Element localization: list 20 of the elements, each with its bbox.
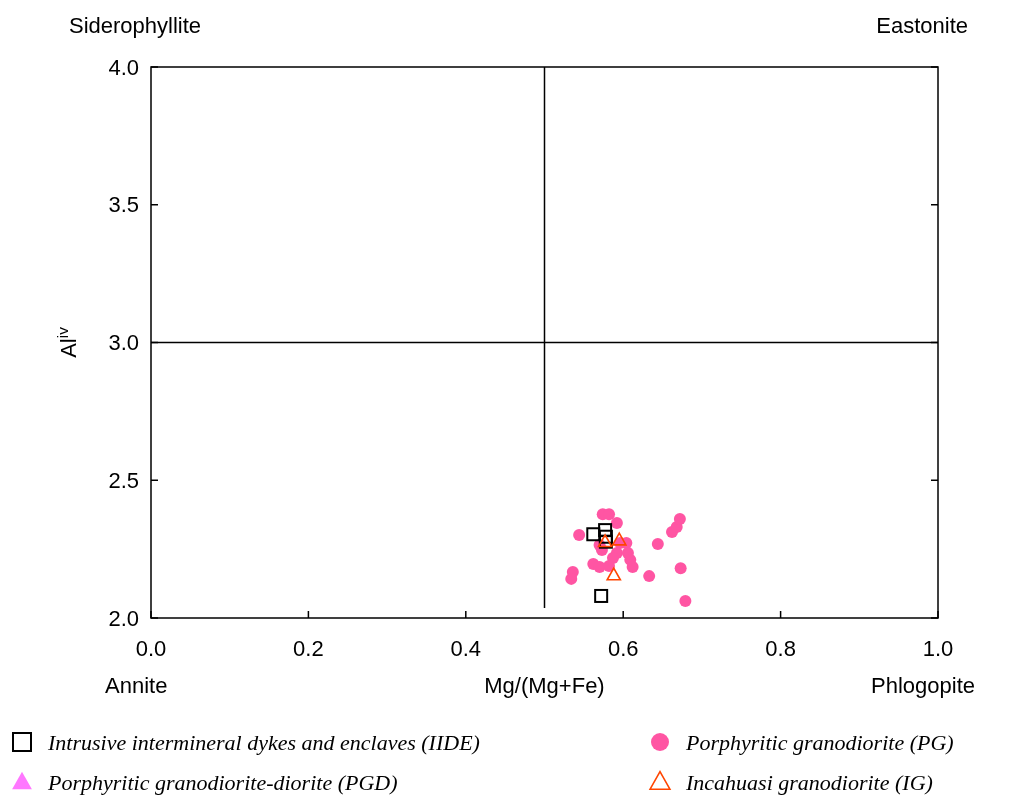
legend-label: Incahuasi granodiorite (IG) bbox=[685, 769, 933, 795]
y-tick-label: 3.5 bbox=[108, 192, 139, 218]
y-tick-label: 2.5 bbox=[108, 467, 139, 493]
x-tick-label: 0.6 bbox=[607, 636, 639, 661]
y-tick-label: 3.0 bbox=[108, 330, 139, 356]
y-tick-label: 4.0 bbox=[108, 54, 139, 80]
legend-label: Intrusive intermineral dykes and enclaves (IIDE) bbox=[47, 729, 480, 755]
text: Siderophyllite bbox=[69, 13, 202, 38]
x-axis-title: Mg/(Mg+Fe) bbox=[484, 673, 605, 698]
x-tick-label: 0.8 bbox=[765, 636, 796, 661]
legend-label: Porphyritic granodiorite-diorite (PGD) bbox=[47, 769, 398, 795]
x-tick-label: 0.2 bbox=[293, 636, 324, 661]
x-tick-label: 1.0 bbox=[922, 636, 954, 661]
legend-label: Porphyritic granodiorite (PG) bbox=[685, 729, 954, 755]
text: Phlogopite bbox=[871, 673, 975, 698]
text: Eastonite bbox=[876, 13, 968, 38]
x-tick-label: 0.4 bbox=[450, 636, 482, 661]
x-tick-label: 0.0 bbox=[135, 636, 167, 661]
text: Annite bbox=[105, 673, 168, 698]
y-tick-label: 2.0 bbox=[108, 605, 139, 631]
